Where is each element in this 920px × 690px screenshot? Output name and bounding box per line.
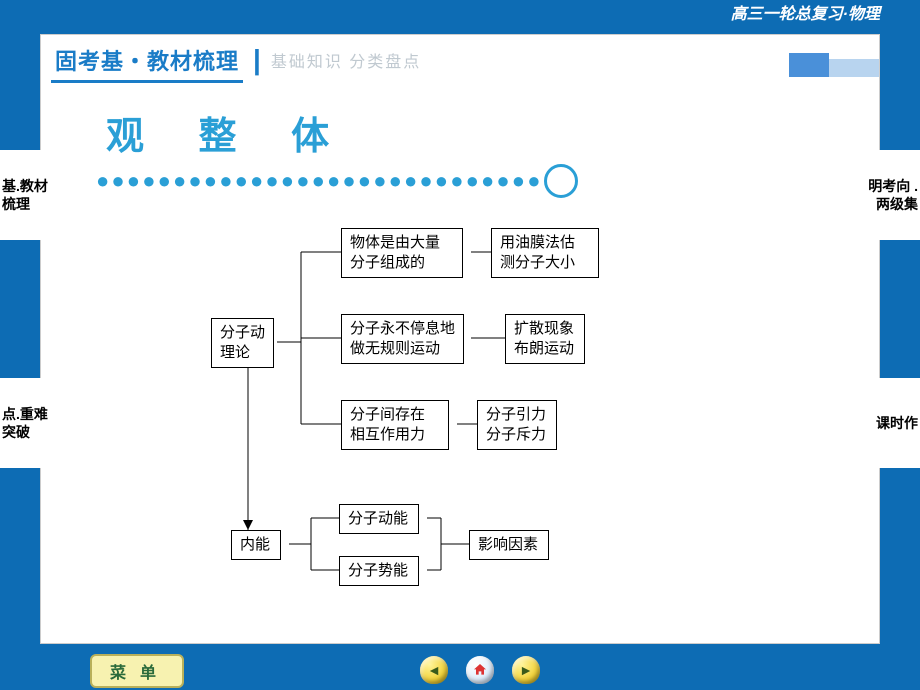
concept-diagram: 分子动 理论 物体是由大量 分子组成的用油膜法估 测分子大小分子永不停息地 做无规… [211, 228, 879, 628]
title-divider: | [253, 44, 261, 76]
dotted-divider: ● ● ● ● ● ● ● ● ● ● ● ● ● ● ● ● ● ● ● ● … [96, 164, 879, 198]
sub-title: 基础知识 分类盘点 [271, 48, 421, 72]
header-decor-dark [789, 53, 829, 77]
dots-line: ● ● ● ● ● ● ● ● ● ● ● ● ● ● ● ● ● ● ● ● … [96, 168, 546, 194]
course-label: 高三一轮总复习·物理 [0, 0, 920, 30]
menu-button[interactable]: 菜单 [90, 654, 184, 688]
footer: 菜单 ◄ ► [0, 648, 920, 690]
node-b2r: 扩散现象 布朗运动 [505, 314, 585, 364]
next-button[interactable]: ► [512, 656, 540, 684]
sidetab-right-2[interactable]: 课时作 [865, 378, 920, 468]
node-b2: 分子永不停息地 做无规则运动 [341, 314, 464, 364]
node-b1: 物体是由大量 分子组成的 [341, 228, 463, 278]
node-root2: 内能 [231, 530, 281, 560]
home-button[interactable] [466, 656, 494, 684]
node-c2: 分子势能 [339, 556, 419, 586]
section-title: 观 整 体 [106, 105, 879, 160]
node-root1: 分子动 理论 [211, 318, 274, 368]
node-c1: 分子动能 [339, 504, 419, 534]
ring-icon [544, 164, 578, 198]
slide-area: 固考基・教材梳理 | 基础知识 分类盘点 观 整 体 ● ● ● ● ● ● ●… [40, 34, 880, 644]
node-b3: 分子间存在 相互作用力 [341, 400, 449, 450]
sidetab-right-1[interactable]: 明考向 .两级集 [865, 150, 920, 240]
home-icon [472, 662, 488, 678]
node-cR: 影响因素 [469, 530, 549, 560]
node-b3r: 分子引力 分子斥力 [477, 400, 557, 450]
header-decor-light [829, 59, 879, 77]
sidetab-left-2[interactable]: 点.重难突破 [0, 378, 55, 468]
node-b1r: 用油膜法估 测分子大小 [491, 228, 599, 278]
main-title: 固考基・教材梳理 [51, 38, 243, 83]
prev-button[interactable]: ◄ [420, 656, 448, 684]
slide-header: 固考基・教材梳理 | 基础知识 分类盘点 [41, 35, 879, 85]
nav-buttons: ◄ ► [420, 656, 540, 684]
sidetab-left-1[interactable]: 基.教材梳理 [0, 150, 55, 240]
